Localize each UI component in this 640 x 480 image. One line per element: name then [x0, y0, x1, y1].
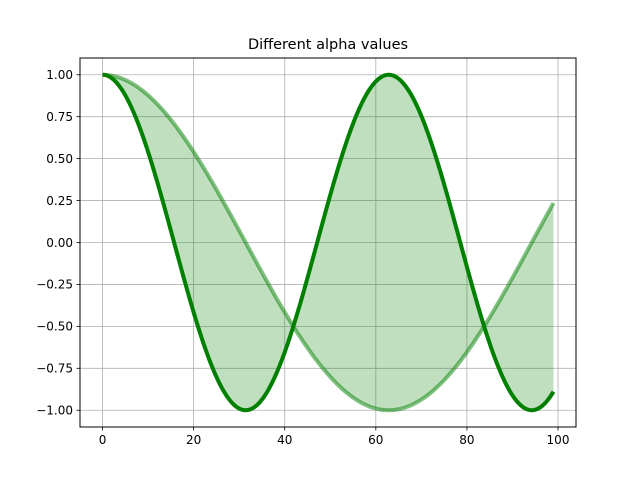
x-axis-ticks: 0 20 40 60 80 100 — [99, 427, 570, 447]
series-line-faded — [101, 72, 556, 413]
y-tick-label: 0.00 — [46, 236, 73, 250]
y-tick-label: −0.50 — [36, 320, 73, 334]
fill-between-polygon — [102, 74, 554, 411]
chart-title: Different alpha values — [248, 37, 408, 53]
y-tick-label: 0.25 — [46, 194, 73, 208]
y-tick-label: −1.00 — [36, 404, 73, 418]
x-tick-label: 20 — [186, 433, 201, 447]
y-tick-label: 0.75 — [46, 110, 73, 124]
y-axis-ticks: 1.00 0.75 0.50 0.25 0.00 −0.25 −0.50 −0.75 −1.00 — [36, 68, 80, 418]
series-line-solid — [101, 72, 556, 413]
fill-between-area — [102, 74, 554, 411]
x-tick-label: 0 — [99, 433, 107, 447]
x-tick-label: 60 — [368, 433, 383, 447]
x-tick-label: 100 — [547, 433, 570, 447]
y-tick-label: 0.50 — [46, 152, 73, 166]
y-tick-label: 1.00 — [46, 68, 73, 82]
series-lines — [101, 72, 556, 413]
x-tick-label: 40 — [277, 433, 292, 447]
x-tick-label: 80 — [459, 433, 474, 447]
y-tick-label: −0.25 — [36, 278, 73, 292]
y-tick-label: −0.75 — [36, 362, 73, 376]
